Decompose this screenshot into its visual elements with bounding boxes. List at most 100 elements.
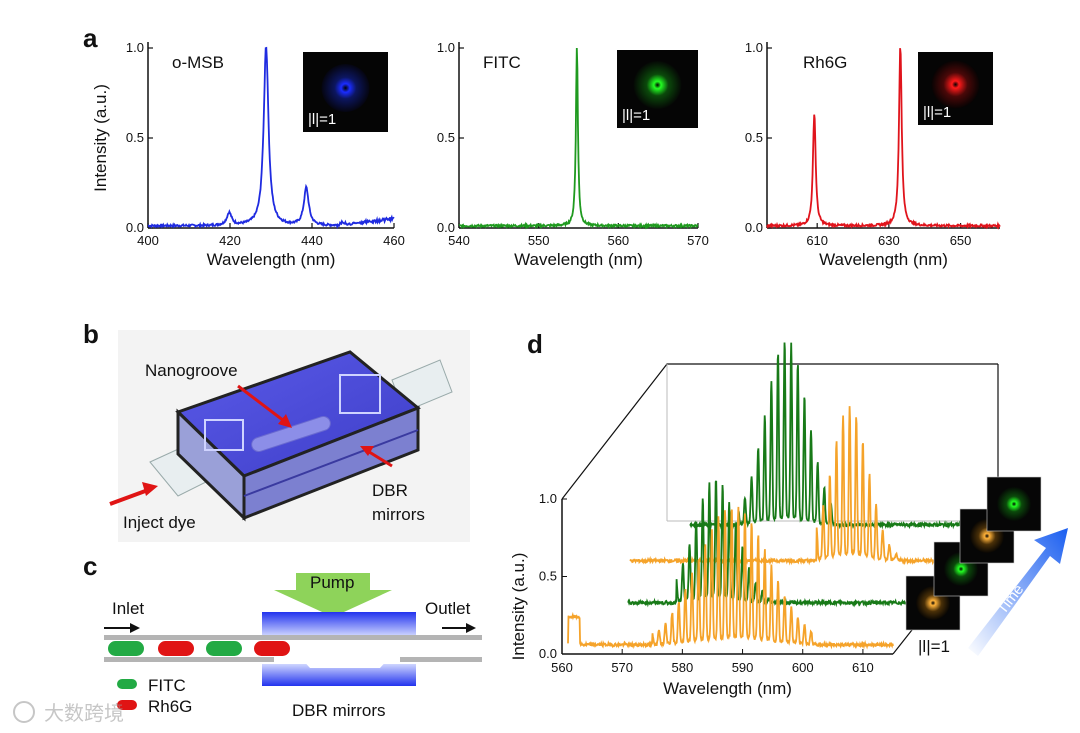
x-axis-label: Wavelength (nm) (663, 679, 792, 698)
nanogroove-cavity (274, 657, 400, 668)
dbr-label-line2: mirrors (372, 505, 425, 524)
channel-bottom-wall-left (104, 657, 274, 662)
vortex-beam-spot (997, 487, 1031, 521)
x-tick-label: 400 (137, 233, 159, 248)
panel-label-d: d (527, 329, 543, 359)
topological-charge-label: |l|=1 (923, 104, 951, 121)
spectrum-line (766, 48, 1001, 230)
nanogroove-slot (251, 415, 331, 453)
spectrum-trace (629, 406, 956, 566)
spectrum-trace (627, 480, 924, 608)
fitc-droplet (108, 641, 144, 656)
panel-label-b: b (83, 319, 99, 349)
dbr-label-line1: DBR (372, 481, 408, 500)
fitc-droplet (206, 641, 242, 656)
legend-fitc-swatch (117, 679, 137, 689)
dye-name: Rh6G (803, 53, 847, 72)
x-tick-label: 650 (950, 233, 972, 248)
panel-label-a: a (83, 23, 98, 53)
legend-rh6g-swatch (117, 700, 137, 710)
topological-charge-label: |l|=1 (308, 111, 336, 128)
x-tick-label: 420 (219, 233, 241, 248)
inject-arrowhead (142, 482, 158, 496)
x-tick-label: 630 (878, 233, 900, 248)
outlet-label: Outlet (425, 599, 471, 618)
time-arrow (968, 528, 1068, 656)
x-tick-label: 610 (806, 233, 828, 248)
watermark: 大数跨境 (13, 701, 124, 725)
y-tick-label: 0.0 (745, 220, 763, 235)
dye-name: o-MSB (172, 53, 224, 72)
dbr-mirrors-label: DBR mirrors (292, 701, 386, 720)
y-tick-label: 1.0 (437, 40, 455, 55)
y-tick-label: 0.5 (437, 130, 455, 145)
stacked-spectra-3d: 0.0 0.5 1.0 560 570 580 590 600 610 Wavelength (n… (509, 342, 1068, 698)
x-tick-label: 550 (528, 233, 550, 248)
y-tick-label: 1.0 (539, 491, 557, 506)
flow-schematic: Pump Inlet Outlet FITC Rh6G DBR mirrors (104, 573, 482, 720)
y-axis-label: Intensity (a.u.) (509, 553, 528, 661)
x-tick-label: 560 (551, 660, 573, 675)
spectrum-line (147, 46, 395, 230)
watermark-logo (13, 701, 35, 723)
topological-charge-label: |l|=1 (918, 637, 950, 656)
x-tick-label: 560 (607, 233, 629, 248)
pump-arrow (274, 573, 392, 617)
inlet-arrowhead (130, 623, 140, 633)
dbr-layer-line (243, 429, 419, 497)
x-tick-label: 460 (383, 233, 405, 248)
spectrum-fitc: 0.0 0.5 1.0 540 550 560 570 Wavelength (nm) FITC… (437, 40, 709, 269)
x-tick-label: 600 (792, 660, 814, 675)
inlet-port (204, 419, 244, 451)
x-tick-label: 440 (301, 233, 323, 248)
watermark-text: 大数跨境 (44, 702, 124, 725)
inject-arrow (109, 488, 149, 506)
top-dbr-mirror (262, 612, 416, 636)
nanogroove-arrowhead (278, 414, 292, 428)
vortex-beam-spot (931, 60, 980, 109)
x-axis-label: Wavelength (nm) (819, 250, 948, 269)
channel-bottom-wall-right (400, 657, 482, 662)
x-tick-label: 610 (852, 660, 874, 675)
panel-label-c: c (83, 551, 97, 581)
rh6g-droplet (158, 641, 194, 656)
x-axis-label: Wavelength (nm) (514, 250, 643, 269)
vortex-beam-spot (633, 61, 682, 109)
dbr-arrow (365, 448, 393, 468)
x-tick-label: 570 (611, 660, 633, 675)
outlet-port (339, 374, 381, 414)
inlet-label: Inlet (112, 599, 144, 618)
rh6g-droplet (254, 641, 290, 656)
y-tick-label: 0.0 (539, 646, 557, 661)
y-tick-label: 1.0 (745, 40, 763, 55)
device-illustration: Nanogroove Inject dye DBR mirrors (109, 330, 470, 542)
channel-top-wall (104, 635, 482, 640)
x-axis-label: Wavelength (nm) (207, 250, 336, 269)
vortex-beam-spot (321, 64, 370, 112)
legend-rh6g-label: Rh6G (148, 697, 192, 716)
dye-name: FITC (483, 53, 521, 72)
legend-fitc-label: FITC (148, 676, 186, 695)
x-tick-label: 580 (672, 660, 694, 675)
y-tick-label: 0.5 (126, 130, 144, 145)
nanogroove-arrow (237, 384, 289, 426)
y-tick-label: 0.0 (126, 220, 144, 235)
dbr-arrowhead (360, 446, 374, 456)
y-tick-label: 0.0 (437, 220, 455, 235)
x-tick-label: 540 (448, 233, 470, 248)
y-tick-label: 0.5 (539, 569, 557, 584)
topological-charge-label: |l|=1 (622, 107, 650, 124)
x-tick-label: 570 (687, 233, 709, 248)
y-tick-label: 1.0 (126, 40, 144, 55)
outlet-arrowhead (466, 623, 476, 633)
spectrum-omsb: 0.0 0.5 1.0 400 420 440 460 Wavelength (nm) Inte… (91, 40, 405, 269)
inject-dye-label: Inject dye (123, 513, 196, 532)
spectrum-line (458, 47, 699, 230)
x-tick-label: 590 (732, 660, 754, 675)
y-tick-label: 0.5 (745, 130, 763, 145)
nanogroove-label: Nanogroove (145, 361, 238, 380)
bottom-dbr-mirror (262, 664, 416, 686)
spectrum-trace (567, 506, 894, 650)
